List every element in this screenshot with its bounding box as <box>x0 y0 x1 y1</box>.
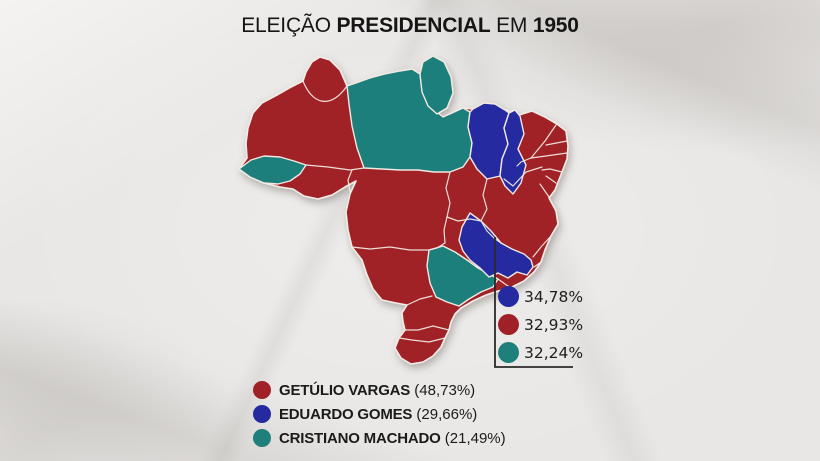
state-para <box>346 68 473 173</box>
breakdown-value: 32,93% <box>524 315 584 334</box>
breakdown-value: 34,78% <box>524 287 584 306</box>
breakdown-row: 34,78% <box>498 286 583 307</box>
border-sergipe-bahia <box>539 183 550 198</box>
border-amazonas-rondonia <box>305 164 365 171</box>
border-bahia-pernambuco <box>503 166 543 187</box>
color-swatch-gomes <box>498 286 519 307</box>
title-word-1950: 1950 <box>532 14 579 37</box>
border-alagoas-sergipe <box>545 175 557 184</box>
breakdown-row: 32,93% <box>498 314 583 335</box>
border-roraima-amazonas <box>302 80 348 102</box>
page-title: ELEIÇÃO PRESIDENCIAL EM 1950 <box>0 14 820 38</box>
candidate-pct: (29,66%) <box>416 405 478 423</box>
state-piaui <box>499 109 527 195</box>
callout-bracket-line <box>494 237 573 368</box>
title-word-presidencial: PRESIDENCIAL <box>336 14 491 37</box>
border-mato-grosso-goias <box>443 216 448 244</box>
border-tocantins-goias <box>446 216 482 222</box>
state-breakdown-legend: 34,78% 32,93% 32,24% <box>498 286 583 363</box>
border-rondonia-mato-grosso <box>347 169 353 193</box>
candidate-row: GETÚLIO VARGAS (48,73%) <box>253 381 506 399</box>
candidates-legend: GETÚLIO VARGAS (48,73%) EDUARDO GOMES (2… <box>253 381 506 447</box>
color-swatch-machado <box>253 429 271 447</box>
candidate-pct: (21,49%) <box>444 429 506 447</box>
candidate-name: GETÚLIO VARGAS <box>279 381 411 399</box>
state-acre <box>238 155 307 185</box>
border-es-rio-de-janeiro <box>533 261 542 268</box>
breakdown-value: 32,24% <box>524 343 584 362</box>
border-pernambuco-alagoas <box>541 168 563 173</box>
border-mato-grosso-ms <box>351 246 430 251</box>
title-word-eleicao: ELEIÇÃO <box>241 14 331 37</box>
candidate-pct: (48,73%) <box>414 381 476 399</box>
border-paraiba-pernambuco <box>530 152 568 159</box>
state-sao-paulo <box>426 245 499 307</box>
border-bahia-espirito-santo <box>532 235 552 258</box>
color-swatch-machado <box>498 342 519 363</box>
border-ms-parana <box>406 295 433 306</box>
title-word-em: EM <box>496 14 528 37</box>
border-parana-sc <box>404 325 450 331</box>
border-ceara-paraiba <box>516 140 546 167</box>
candidate-name: CRISTIANO MACHADO <box>279 429 441 447</box>
border-sc-rs <box>398 337 446 343</box>
color-swatch-vargas <box>498 314 519 335</box>
color-swatch-vargas <box>253 381 271 399</box>
border-ceara-rn <box>544 124 557 142</box>
border-goias-bahia <box>480 220 502 244</box>
color-swatch-gomes <box>253 405 271 423</box>
state-amapa <box>419 55 454 115</box>
candidate-row: CRISTIANO MACHADO (21,49%) <box>253 429 506 447</box>
breakdown-row: 32,24% <box>498 342 583 363</box>
state-borders <box>302 80 568 343</box>
border-rn-paraiba <box>545 140 568 146</box>
candidate-row: EDUARDO GOMES (29,66%) <box>253 405 506 423</box>
candidate-name: EDUARDO GOMES <box>279 405 413 423</box>
border-tocantins-west <box>445 171 451 218</box>
border-tocantins-east <box>480 178 488 222</box>
border-goias-ms <box>428 242 446 251</box>
